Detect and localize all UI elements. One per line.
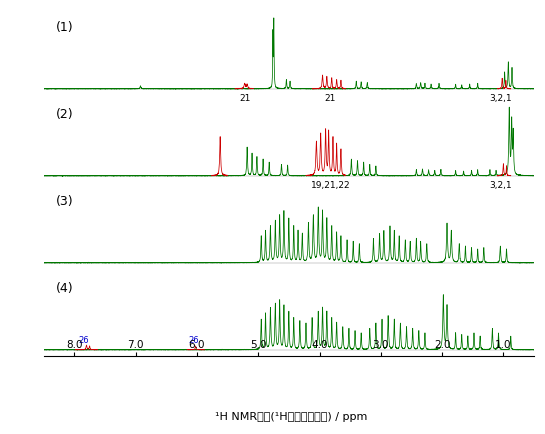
Text: (1): (1) [56, 21, 74, 34]
Text: 21: 21 [325, 94, 336, 102]
Text: 26: 26 [189, 335, 199, 344]
Text: 19,21,22: 19,21,22 [311, 181, 350, 189]
Text: (4): (4) [56, 281, 74, 294]
Text: (3): (3) [56, 194, 74, 207]
Text: 3,2,1: 3,2,1 [489, 181, 512, 189]
Text: 3,2,1: 3,2,1 [489, 94, 512, 102]
Text: 26: 26 [78, 335, 89, 344]
Text: (2): (2) [56, 108, 74, 121]
Text: ¹H NMR信号(¹Hの化学シフト) / ppm: ¹H NMR信号(¹Hの化学シフト) / ppm [215, 411, 368, 421]
Text: 21: 21 [239, 94, 250, 102]
